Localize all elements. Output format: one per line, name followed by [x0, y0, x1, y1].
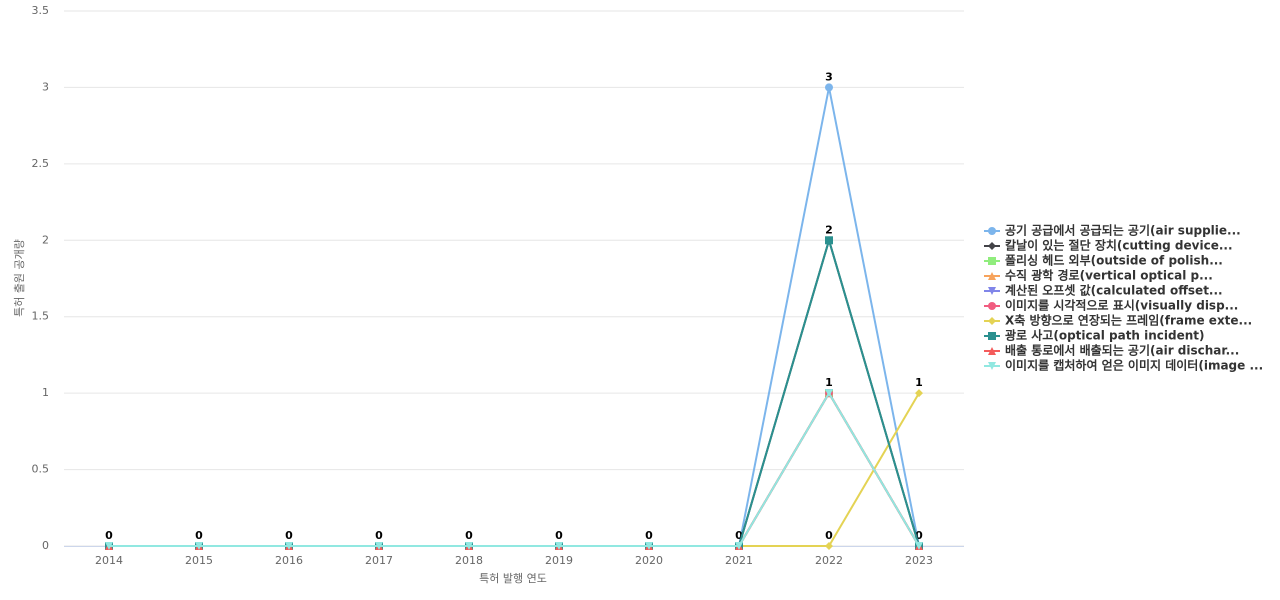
legend-label: 이미지를 캡처하여 얻은 이미지 데이터(image ... — [1005, 358, 1263, 373]
x-tick-label: 2020 — [635, 554, 663, 567]
data-label: 0 — [825, 529, 833, 542]
data-label: 0 — [105, 529, 113, 542]
data-label: 0 — [645, 529, 653, 542]
x-tick-label: 2018 — [455, 554, 483, 567]
point — [735, 542, 743, 550]
data-label: 0 — [465, 529, 473, 542]
y-axis-title: 특허 출원 공개량 — [13, 239, 26, 317]
x-tick-label: 2019 — [545, 554, 573, 567]
legend-label: X축 방향으로 연장되는 프레임(frame exte... — [1005, 313, 1252, 328]
point — [555, 542, 563, 550]
x-tick-label: 2014 — [95, 554, 123, 567]
data-label: 0 — [285, 529, 293, 542]
data-label: 3 — [825, 70, 833, 83]
point — [988, 257, 996, 265]
point — [915, 389, 923, 398]
x-tick-label: 2015 — [185, 554, 213, 567]
x-tick-label: 2023 — [905, 554, 933, 567]
legend-label: 이미지를 시각적으로 표시(visually disp... — [1005, 298, 1238, 313]
point — [988, 362, 996, 370]
point — [988, 332, 996, 340]
y-tick-label: 1.5 — [32, 310, 50, 323]
line — [109, 391, 920, 547]
point — [988, 227, 996, 235]
point — [465, 542, 473, 550]
point — [375, 542, 383, 550]
y-tick-label: 2 — [42, 233, 49, 246]
series — [105, 389, 923, 550]
legend-label: 계산된 오프셋 값(calculated offset... — [1005, 283, 1223, 298]
legend-label: 광로 사고(optical path incident) — [1005, 328, 1205, 343]
point — [825, 542, 833, 550]
point — [825, 83, 833, 92]
data-label: 1 — [825, 376, 833, 389]
legend-label: 폴리싱 헤드 외부(outside of polish... — [1005, 253, 1223, 268]
point — [988, 287, 996, 295]
x-tick-label: 2017 — [365, 554, 393, 567]
x-tick-label: 2021 — [725, 554, 753, 567]
point — [988, 317, 996, 325]
point — [988, 302, 996, 310]
y-tick-label: 0.5 — [32, 463, 50, 476]
point — [645, 542, 653, 550]
legend-label: 공기 공급에서 공급되는 공기(air supplie... — [1005, 223, 1241, 238]
y-tick-label: 2.5 — [32, 157, 50, 170]
data-label: 0 — [375, 529, 383, 542]
data-label: 0 — [195, 529, 203, 542]
data-label: 0 — [915, 529, 923, 542]
data-label: 2 — [825, 223, 833, 236]
point — [825, 389, 833, 398]
point — [988, 347, 996, 355]
point — [105, 542, 113, 550]
y-tick-label: 1 — [42, 386, 49, 399]
point — [988, 272, 996, 280]
x-axis-title: 특허 발행 연도 — [479, 572, 547, 585]
data-label: 0 — [735, 529, 743, 542]
legend-label: 배출 통로에서 배출되는 공기(air dischar... — [1005, 343, 1239, 358]
point — [825, 236, 833, 245]
y-tick-label: 3 — [42, 80, 49, 93]
legend-label: 칼날이 있는 절단 장치(cutting device... — [1005, 238, 1233, 253]
point — [915, 542, 923, 550]
data-label: 1 — [915, 376, 923, 389]
point — [988, 242, 996, 250]
y-tick-label: 3.5 — [32, 4, 50, 17]
point — [285, 542, 293, 550]
x-tick-label: 2022 — [815, 554, 843, 567]
point — [195, 542, 203, 550]
x-tick-label: 2016 — [275, 554, 303, 567]
legend-label: 수직 광학 경로(vertical optical p... — [1005, 268, 1213, 283]
y-tick-label: 0 — [42, 539, 49, 552]
data-label: 0 — [555, 529, 563, 542]
